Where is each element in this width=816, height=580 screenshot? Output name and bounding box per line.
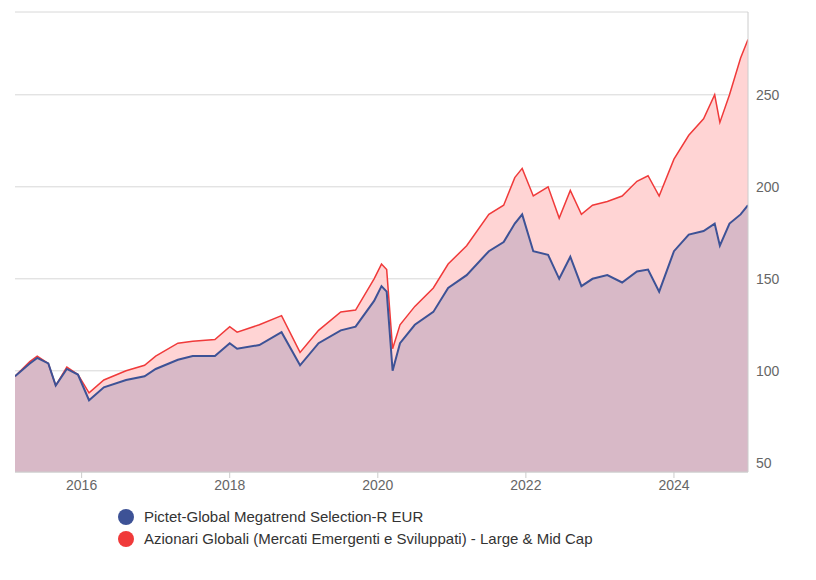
svg-text:2022: 2022 [510,477,541,493]
svg-text:100: 100 [756,363,780,379]
svg-text:2018: 2018 [214,477,245,493]
svg-text:200: 200 [756,179,780,195]
svg-text:2020: 2020 [362,477,393,493]
html-text:Azionari Globali (Mercati Emer: Azionari Globali (Mercati Emergenti e Sv… [144,530,593,547]
svg-text:150: 150 [756,271,780,287]
svg-text:250: 250 [756,87,780,103]
svg-text:2016: 2016 [66,477,97,493]
svg-text:2024: 2024 [658,477,689,493]
html-text:Pictet-Global Megatrend Select: Pictet-Global Megatrend Selection-R EUR [144,508,424,525]
svg-text:50: 50 [756,455,772,471]
